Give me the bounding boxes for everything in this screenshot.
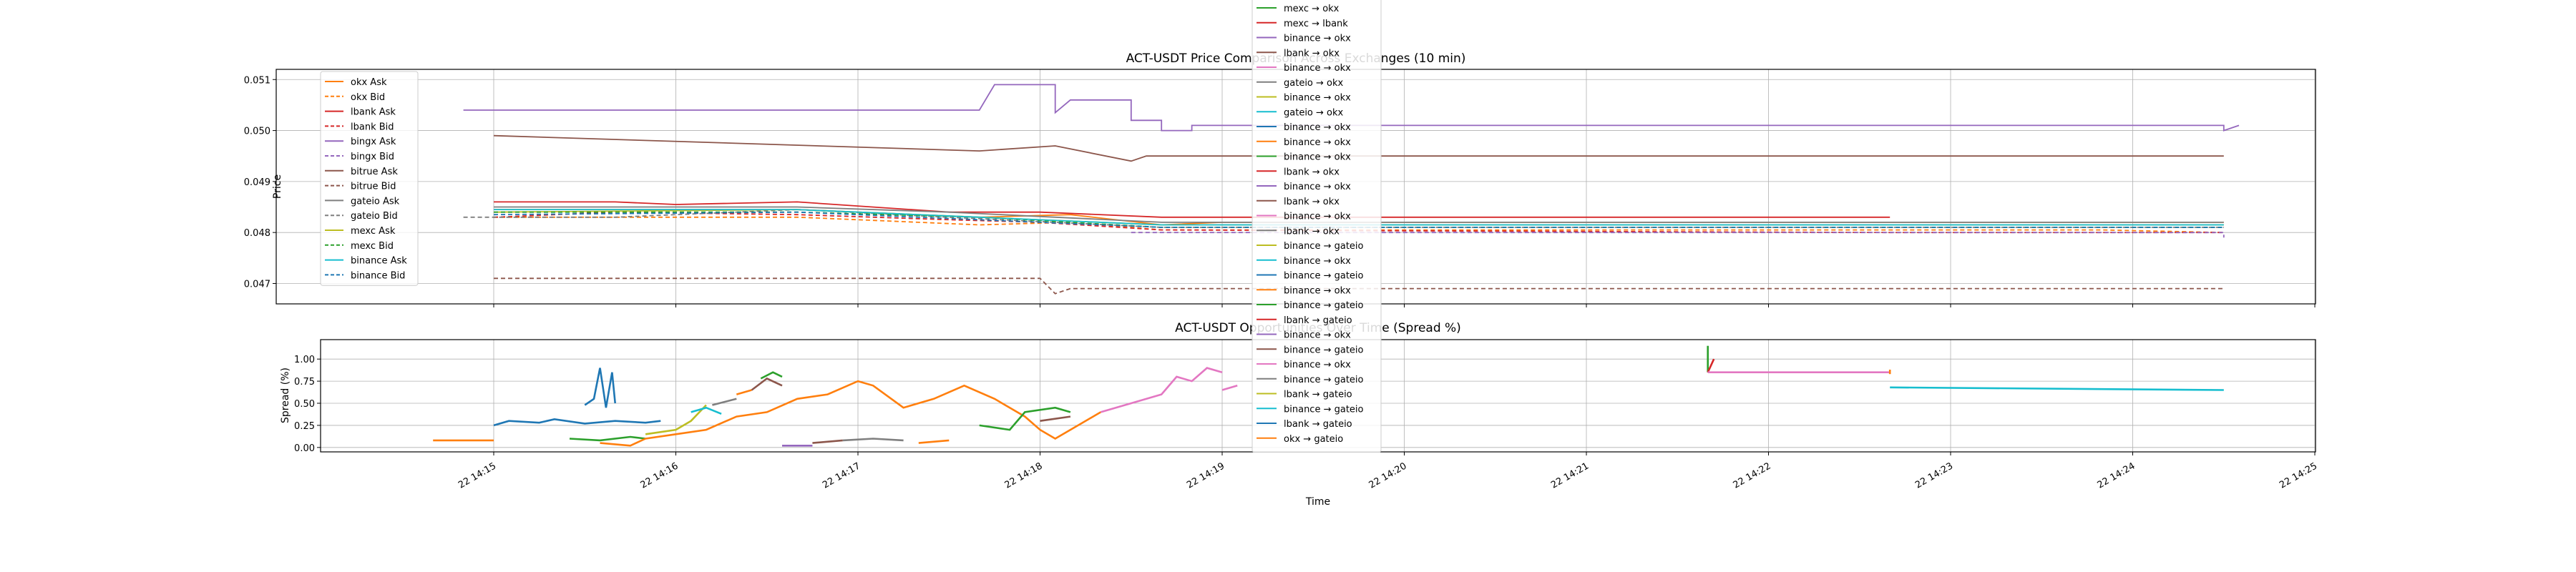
spread-y-tick-label: 1.00 <box>294 355 315 365</box>
spread-legend-label: binance → okx <box>1284 122 1351 133</box>
spread-legend-label: binance → okx <box>1284 152 1351 163</box>
price-legend-label: bingx Bid <box>351 152 394 162</box>
price-legend-label: mexc Ask <box>351 226 396 237</box>
spread-series-lines <box>433 345 2224 447</box>
price-legend-label: bitrue Bid <box>351 182 396 192</box>
price-y-axis-label: Price <box>272 174 283 199</box>
spread-line-segment <box>1221 385 1238 391</box>
spread-legend-label: lbank → okx <box>1284 226 1340 237</box>
spread-line-segment <box>600 380 1101 447</box>
spread-x-axis-label: Time <box>1305 496 1330 508</box>
spread-line-segment <box>842 438 904 442</box>
price-legend: okx Ask okx Bid lbank Ask lbank Bid bingx As… <box>320 71 419 286</box>
spread-legend-label: lbank → gateio <box>1284 390 1352 400</box>
price-y-tick-label: 0.050 <box>244 127 270 137</box>
spread-legend-label: binance → gateio <box>1284 241 1364 252</box>
spread-y-tick-label: 0.25 <box>294 421 315 432</box>
price-legend-label: gateio Bid <box>351 211 398 222</box>
spread-legend-label: binance → okx <box>1284 330 1351 341</box>
price-y-tick-label: 0.048 <box>244 228 270 239</box>
spread-legend-label: mexc → okx <box>1284 4 1340 14</box>
spread-legend-label: binance → okx <box>1284 256 1351 267</box>
spread-legend-label: lbank → okx <box>1284 167 1340 177</box>
spread-legend-label: binance → gateio <box>1284 300 1364 311</box>
price-legend-label: mexc Bid <box>351 241 394 252</box>
spread-legend-label: okx → gateio <box>1284 434 1343 445</box>
spread-legend-label: binance → okx <box>1284 285 1351 296</box>
price-legend-box <box>320 71 419 286</box>
spread-line-segment <box>1707 358 1715 373</box>
spread-legend-label: binance → gateio <box>1284 375 1364 385</box>
price-line-mexc-bid <box>494 211 2224 228</box>
price-legend-label: lbank Ask <box>351 107 396 118</box>
price-line-bingx-ask <box>463 84 2240 132</box>
price-line-okx-bid <box>494 216 2224 234</box>
price-y-tick-label: 0.047 <box>244 279 270 290</box>
spread-legend-label: gateio → okx <box>1284 107 1344 118</box>
spread-line-segment <box>1890 386 2224 391</box>
price-legend-label: okx Ask <box>351 77 387 88</box>
spread-y-tick-label: 0.00 <box>294 443 315 454</box>
price-line-bitrue-bid <box>494 277 2224 295</box>
spread-line-segment <box>751 377 783 391</box>
spread-line-segment <box>712 398 737 406</box>
price-line-lbank-ask <box>494 201 1890 218</box>
spread-line-segment <box>645 404 707 435</box>
spread-line-segment <box>1100 367 1223 413</box>
spread-y-ticks: 0.00 0.25 0.50 0.75 1.00 <box>294 355 321 454</box>
spread-legend-label: binance → okx <box>1284 34 1351 44</box>
spread-legend-label: binance → okx <box>1284 360 1351 370</box>
price-legend-label: okx Bid <box>351 92 385 103</box>
price-line-bingx-bid <box>1131 232 2225 238</box>
price-y-tick-label: 0.051 <box>244 75 270 86</box>
price-legend-label: gateio Ask <box>351 196 400 207</box>
price-line-binance-bid <box>493 211 2224 228</box>
spread-y-tick-label: 0.75 <box>294 377 315 388</box>
spread-legend-label: lbank → okx <box>1284 48 1340 59</box>
spread-line-segment <box>979 406 1071 431</box>
price-legend-label: lbank Bid <box>351 122 394 132</box>
price-y-ticks: 0.047 0.048 0.049 0.050 0.051 <box>244 75 276 290</box>
spread-y-tick-label: 0.50 <box>294 399 315 410</box>
price-legend-label: bingx Ask <box>351 137 396 147</box>
spread-y-axis-label: Spread (%) <box>280 368 291 423</box>
price-legend-label: bitrue Ask <box>351 167 398 177</box>
spread-line-segment <box>493 418 661 427</box>
spread-legend-label: gateio → okx <box>1284 78 1344 89</box>
price-legend-label: binance Bid <box>351 270 405 281</box>
spread-legend-label: binance → okx <box>1284 182 1351 192</box>
price-line-binance-ask <box>494 209 2224 226</box>
price-line-gateio-ask <box>494 206 2224 223</box>
spread-legend-label: binance → okx <box>1284 93 1351 104</box>
spread-line-segment <box>569 435 646 442</box>
spread-legend-label: binance → gateio <box>1284 404 1364 415</box>
spread-legend-label: lbank → gateio <box>1284 419 1352 430</box>
price-legend-label: binance Ask <box>351 256 407 267</box>
spread-legend-label: binance → gateio <box>1284 271 1364 282</box>
spread-legend-box <box>1252 0 1382 453</box>
price-y-tick-label: 0.049 <box>244 177 270 188</box>
price-x-ticks <box>493 304 2316 307</box>
spread-legend-label: binance → okx <box>1284 63 1351 74</box>
spread-legend-label: binance → gateio <box>1284 345 1364 355</box>
spread-line-segment <box>691 406 722 415</box>
spread-legend-label: binance → okx <box>1284 212 1351 222</box>
spread-line-segment <box>918 439 950 444</box>
spread-line-segment <box>812 439 843 444</box>
spread-legend: mexc → okx mexc → lbank binance → okx lbank… <box>1252 0 1382 453</box>
spread-legend-label: binance → okx <box>1284 137 1351 148</box>
spread-line-segment <box>1040 415 1071 422</box>
spread-legend-label: mexc → lbank <box>1284 19 1348 29</box>
spread-legend-label: lbank → gateio <box>1284 315 1352 326</box>
spread-line-segment <box>736 389 752 395</box>
spread-line-segment <box>584 368 616 408</box>
spread-legend-label: lbank → okx <box>1284 197 1340 207</box>
spread-line-segment <box>760 371 783 380</box>
